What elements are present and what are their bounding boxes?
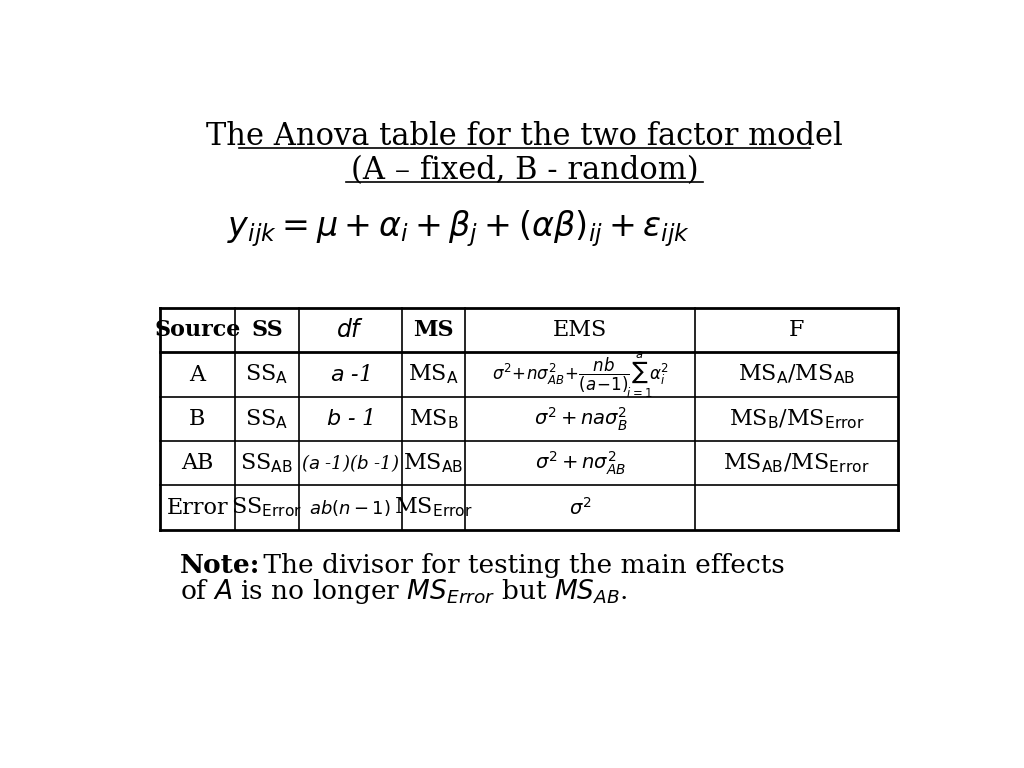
Text: Error: Error	[167, 497, 228, 518]
Text: $\sigma^2$: $\sigma^2$	[569, 497, 592, 518]
Text: SS$_\mathsf{A}$: SS$_\mathsf{A}$	[246, 362, 289, 386]
Text: F: F	[788, 319, 804, 341]
Text: The Anova table for the two factor model: The Anova table for the two factor model	[207, 121, 843, 152]
Text: B: B	[189, 408, 206, 430]
Text: $\mathit{df}$: $\mathit{df}$	[336, 318, 365, 343]
Text: MS$_\mathsf{B}$: MS$_\mathsf{B}$	[409, 407, 459, 431]
Text: SS$_\mathsf{Error}$: SS$_\mathsf{Error}$	[231, 496, 302, 519]
Text: (A – fixed, B - random): (A – fixed, B - random)	[351, 154, 698, 186]
Text: MS$_\mathsf{B}$/MS$_\mathsf{Error}$: MS$_\mathsf{B}$/MS$_\mathsf{Error}$	[729, 407, 864, 431]
Text: ($a$ -1)($b$ -1): ($a$ -1)($b$ -1)	[301, 452, 399, 474]
Text: A: A	[189, 363, 206, 386]
Text: SS$_\mathsf{AB}$: SS$_\mathsf{AB}$	[241, 452, 293, 475]
Text: MS$_\mathsf{AB}$: MS$_\mathsf{AB}$	[403, 452, 464, 475]
Text: $a$ -1: $a$ -1	[330, 363, 371, 386]
Text: The divisor for testing the main effects: The divisor for testing the main effects	[255, 553, 784, 578]
Text: Source: Source	[155, 319, 241, 341]
Text: Note:: Note:	[179, 553, 260, 578]
Text: SS: SS	[251, 319, 283, 341]
Text: $\sigma^2\!+\!n\sigma^2_{AB}\!+\!\dfrac{nb}{(a\!-\!1)}\!\sum_{i=1}^{a}\!\alpha_i: $\sigma^2\!+\!n\sigma^2_{AB}\!+\!\dfrac{…	[492, 349, 669, 399]
Text: EMS: EMS	[553, 319, 607, 341]
Text: MS$_\mathsf{A}$: MS$_\mathsf{A}$	[409, 362, 459, 386]
Text: MS$_\mathsf{A}$/MS$_\mathsf{AB}$: MS$_\mathsf{A}$/MS$_\mathsf{AB}$	[738, 362, 855, 386]
Text: SS$_\mathsf{A}$: SS$_\mathsf{A}$	[246, 407, 289, 431]
Text: MS$_\mathsf{AB}$/MS$_\mathsf{Error}$: MS$_\mathsf{AB}$/MS$_\mathsf{Error}$	[723, 452, 869, 475]
Text: AB: AB	[181, 452, 214, 474]
Text: $y_{ijk} = \mu+\alpha_i+\beta_j+(\alpha\beta)_{ij}+\varepsilon_{ijk}$: $y_{ijk} = \mu+\alpha_i+\beta_j+(\alpha\…	[227, 208, 690, 249]
Text: $ab(n-1)$: $ab(n-1)$	[309, 498, 391, 518]
Text: of $\mathit{A}$ is no longer $\mathit{MS}_{\mathit{Error}}$ but $\mathit{MS}_{\m: of $\mathit{A}$ is no longer $\mathit{MS…	[179, 578, 627, 607]
Text: $b$ - 1: $b$ - 1	[327, 408, 374, 430]
Text: $\sigma^2+na\sigma_B^2$: $\sigma^2+na\sigma_B^2$	[534, 406, 627, 432]
Text: MS: MS	[414, 319, 454, 341]
Text: $\sigma^2+n\sigma_{AB}^2$: $\sigma^2+n\sigma_{AB}^2$	[535, 449, 626, 477]
Text: MS$_\mathsf{Error}$: MS$_\mathsf{Error}$	[394, 496, 473, 519]
